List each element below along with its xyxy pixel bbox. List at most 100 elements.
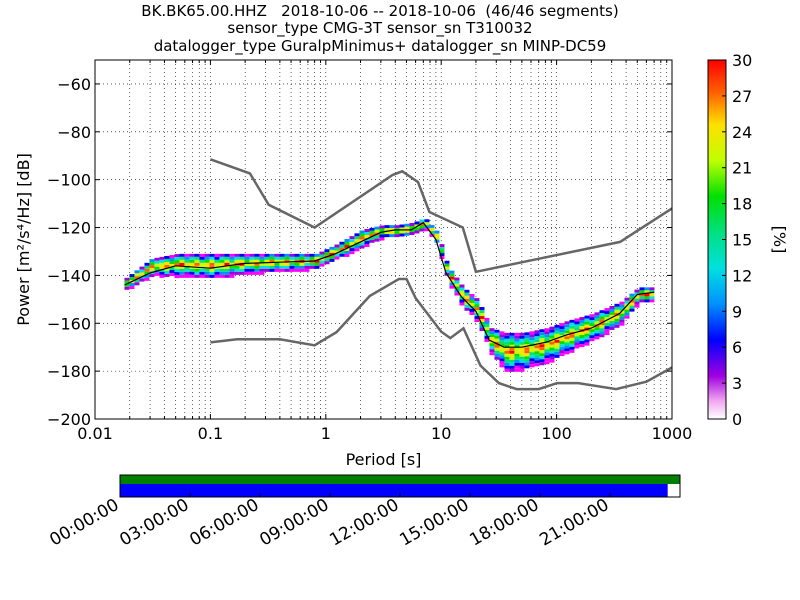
psd-cell — [504, 344, 510, 348]
psd-cell — [289, 265, 295, 269]
psd-cell — [314, 262, 320, 266]
psd-cell — [259, 253, 265, 257]
psd-cell — [124, 277, 130, 281]
psd-cell — [559, 350, 565, 354]
psd-cell — [494, 350, 500, 354]
psd-cell — [244, 262, 250, 266]
psd-cell — [304, 262, 310, 266]
psd-cell — [604, 329, 610, 333]
psd-cell — [419, 225, 425, 229]
psd-cell — [264, 253, 270, 257]
psd-cell — [229, 259, 235, 263]
psd-cell — [549, 341, 555, 345]
psd-cell — [509, 362, 515, 366]
psd-cell — [614, 324, 620, 328]
psd-cell — [239, 253, 245, 257]
psd-cell — [184, 268, 190, 272]
psd-cell — [634, 304, 640, 308]
psd-cell — [314, 256, 320, 260]
psd-cell — [204, 274, 210, 278]
psd-cell — [559, 341, 565, 345]
psd-cell — [174, 266, 180, 270]
psd-cell — [554, 333, 560, 337]
psd-cell — [399, 230, 405, 234]
psd-cell — [204, 265, 210, 269]
psd-cell — [294, 268, 300, 272]
psd-cell — [354, 248, 360, 252]
psd-cell — [514, 335, 520, 339]
psd-cell — [129, 277, 135, 281]
psd-cell — [459, 290, 465, 294]
psd-cell — [439, 244, 445, 248]
psd-cell — [549, 344, 555, 348]
psd-cell — [514, 341, 520, 345]
psd-cell — [364, 232, 370, 236]
psd-cell — [169, 273, 175, 277]
psd-cell — [499, 343, 505, 347]
psd-cell — [274, 259, 280, 263]
psd-cell — [224, 265, 230, 269]
psd-cell — [444, 266, 450, 270]
psd-cell — [539, 362, 545, 366]
psd-cell — [564, 351, 570, 355]
psd-cell — [549, 329, 555, 333]
psd-cell — [539, 347, 545, 351]
psd-cell — [524, 332, 530, 336]
psd-cell — [629, 302, 635, 306]
psd-cell — [414, 221, 420, 225]
psd-cell — [364, 235, 370, 239]
psd-cell — [639, 290, 645, 294]
psd-cell — [159, 274, 165, 278]
psd-cell — [524, 338, 530, 342]
psd-cell — [259, 268, 265, 272]
psd-cell — [304, 256, 310, 260]
psd-cell — [624, 315, 630, 319]
psd-cell — [344, 247, 350, 251]
psd-cell — [234, 265, 240, 269]
psd-cell — [269, 262, 275, 266]
psd-cell — [469, 296, 475, 300]
psd-cell — [254, 253, 260, 257]
psd-cell — [569, 334, 575, 338]
psd-cell — [299, 253, 305, 257]
psd-cell — [204, 253, 210, 257]
psd-cell — [579, 326, 585, 330]
psd-cell — [579, 335, 585, 339]
psd-cell — [469, 299, 475, 303]
psd-cell — [229, 265, 235, 269]
psd-cell — [249, 262, 255, 266]
psd-cell — [529, 346, 535, 350]
psd-cell — [524, 335, 530, 339]
psd-cell — [154, 260, 160, 264]
psd-cell — [539, 332, 545, 336]
psd-cell — [544, 343, 550, 347]
psd-cell — [254, 271, 260, 275]
psd-cell — [509, 344, 515, 348]
psd-cell — [584, 342, 590, 346]
psd-cell — [329, 249, 335, 253]
psd-cell — [614, 315, 620, 319]
psd-cell — [244, 268, 250, 272]
psd-cell — [299, 265, 305, 269]
psd-cell — [594, 336, 600, 340]
psd-cell — [519, 344, 525, 348]
psd-cell — [309, 256, 315, 260]
psd-cell — [324, 258, 330, 262]
psd-cell — [149, 274, 155, 278]
psd-cell — [609, 305, 615, 309]
colorbar-tick-label: 24 — [732, 123, 752, 142]
psd-cell — [624, 300, 630, 304]
psd-cell — [524, 341, 530, 345]
psd-cell — [199, 274, 205, 278]
psd-cell — [214, 259, 220, 263]
psd-cell — [499, 349, 505, 353]
x-axis-label: Period [s] — [346, 450, 422, 469]
psd-cell — [619, 313, 625, 317]
psd-cell — [194, 253, 200, 257]
psd-cell — [589, 317, 595, 321]
psd-cell — [129, 283, 135, 287]
psd-cell — [554, 339, 560, 343]
psd-cell — [249, 259, 255, 263]
psd-cell — [294, 256, 300, 260]
psd-cell — [469, 302, 475, 306]
